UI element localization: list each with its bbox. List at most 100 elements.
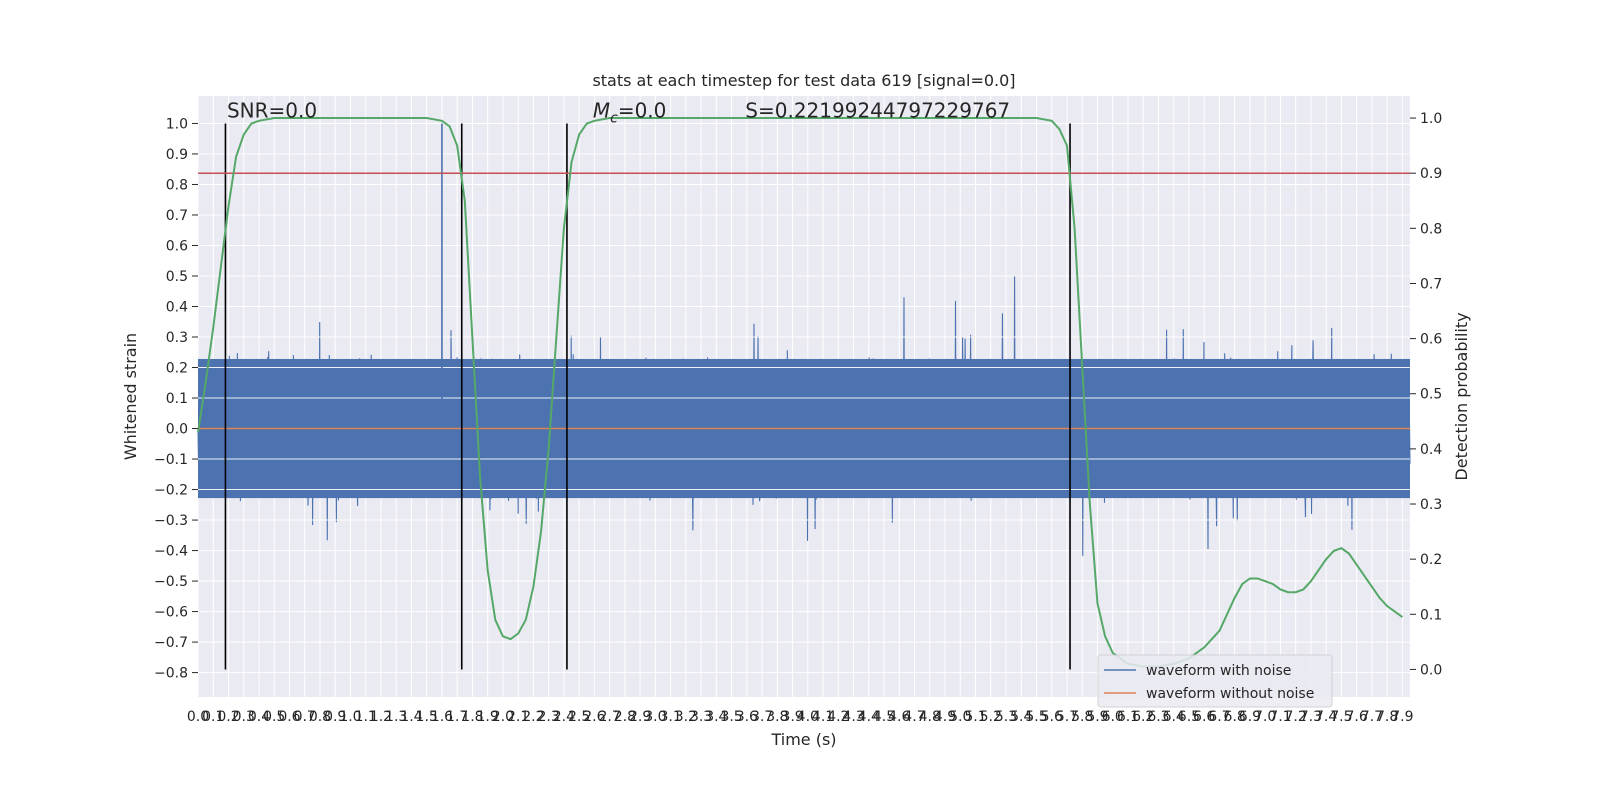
- y2-tick-label: 0.4: [1420, 442, 1442, 458]
- x-tick-label: 7.3: [1300, 709, 1322, 725]
- y-tick-label: 0.1: [166, 391, 188, 407]
- x-tick-label: 2.9: [629, 709, 651, 725]
- x-tick-label: 4.9: [934, 709, 956, 725]
- x-tick-label: 0.5: [263, 709, 285, 725]
- x-tick-label: 5.1: [964, 709, 986, 725]
- x-tick-label: 4.1: [812, 709, 834, 725]
- x-tick-label: 1.6: [431, 709, 453, 725]
- x-tick-label: 1.9: [477, 709, 499, 725]
- y2-ticks: 0.0 0.1 0.2 0.3 0.4 0.5 0.6 0.7 0.8 0.9 1.0: [1410, 111, 1442, 678]
- x-tick-label: 6.9: [1239, 709, 1261, 725]
- x-tick-label: 6.7: [1208, 709, 1230, 725]
- y-tick-label: 0.0: [166, 422, 188, 438]
- y-tick-label: 0.3: [166, 330, 188, 346]
- x-tick-label: 2.6: [583, 709, 605, 725]
- x-tick-label: 5.3: [995, 709, 1017, 725]
- x-tick-label: 1.0: [339, 709, 361, 725]
- x-tick-label: 3.9: [781, 709, 803, 725]
- x-tick-label: 1.7: [446, 709, 468, 725]
- x-tick-label: 1.8: [461, 709, 483, 725]
- x-tick-label: 4.4: [858, 709, 880, 725]
- x-tick-label: 0.2: [217, 709, 239, 725]
- chart-title: stats at each timestep for test data 619…: [592, 71, 1015, 90]
- x-tick-label: 3.4: [705, 709, 727, 725]
- x-tick-label: 0.3: [233, 709, 255, 725]
- x-tick-label: 0.9: [324, 709, 346, 725]
- y2-tick-label: 0.1: [1420, 607, 1442, 623]
- x-tick-label: 3.7: [751, 709, 773, 725]
- x-tick-label: 3.5: [720, 709, 742, 725]
- x-tick-label: 0.6: [278, 709, 300, 725]
- x-tick-label: 3.0: [644, 709, 666, 725]
- x-tick-label: 6.1: [1117, 709, 1139, 725]
- y-tick-label: −0.8: [154, 666, 188, 682]
- x-tick-label: 5.2: [980, 709, 1002, 725]
- overlay-lines: [198, 123, 1410, 670]
- x-tick-label: 1.1: [355, 709, 377, 725]
- y2-tick-label: 0.3: [1420, 497, 1442, 513]
- x-tick-label: 3.3: [690, 709, 712, 725]
- annotation: SNR=0.0: [227, 98, 317, 122]
- y2-tick-label: 1.0: [1420, 111, 1442, 127]
- x-tick-label: 7.5: [1330, 709, 1352, 725]
- x-tick-label: 4.8: [919, 709, 941, 725]
- y-tick-label: 0.4: [166, 300, 188, 316]
- x-tick-label: 0.4: [248, 709, 270, 725]
- y2-tick-label: 0.6: [1420, 332, 1442, 348]
- x-tick-label: 7.6: [1346, 709, 1368, 725]
- legend-box: [1097, 654, 1333, 708]
- x-tick-label: 7.2: [1285, 709, 1307, 725]
- x-tick-label: 7.9: [1391, 709, 1413, 725]
- x-tick-label: 6.0: [1102, 709, 1124, 725]
- x-tick-label: 7.0: [1254, 709, 1276, 725]
- x-axis-label: Time (s): [770, 730, 836, 749]
- x-tick-label: 2.4: [553, 709, 575, 725]
- y2-tick-label: 0.5: [1420, 387, 1442, 403]
- x-tick-label: 5.6: [1041, 709, 1063, 725]
- x-tick-label: 2.1: [507, 709, 529, 725]
- x-tick-label: 2.8: [614, 709, 636, 725]
- y-ticks: −0.8 −0.7 −0.6 −0.5 −0.4 −0.3 −0.2 −0.1 0.0 0.1 0.…: [154, 116, 198, 682]
- y-tick-label: 0.9: [166, 147, 188, 163]
- y-tick-label: −0.6: [154, 605, 188, 621]
- x-tick-label: 3.8: [766, 709, 788, 725]
- x-tick-label: 6.6: [1193, 709, 1215, 725]
- y-tick-label: −0.4: [154, 544, 188, 560]
- x-tick-label: 2.2: [522, 709, 544, 725]
- x-tick-label: 6.5: [1178, 709, 1200, 725]
- x-tick-label: 5.0: [949, 709, 971, 725]
- x-tick-label: 0.7: [294, 709, 316, 725]
- x-tick-label: 3.2: [675, 709, 697, 725]
- x-tick-label: 2.7: [598, 709, 620, 725]
- x-tick-label: 5.8: [1071, 709, 1093, 725]
- x-tick-label: 0.1: [202, 709, 224, 725]
- x-tick-label: 5.5: [1025, 709, 1047, 725]
- y-axis-label: Whitened strain: [121, 333, 140, 460]
- x-tick-label: 4.2: [827, 709, 849, 725]
- x-tick-label: 4.6: [888, 709, 910, 725]
- x-tick-label: 6.4: [1163, 709, 1185, 725]
- x-tick-label: 6.3: [1147, 709, 1169, 725]
- y-tick-label: −0.3: [154, 513, 188, 529]
- x-tick-label: 5.7: [1056, 709, 1078, 725]
- x-tick-label: 1.4: [400, 709, 422, 725]
- annotation: Mc=0.0: [593, 98, 667, 126]
- y2-tick-label: 0.7: [1420, 276, 1442, 292]
- x-tick-label: 6.2: [1132, 709, 1154, 725]
- legend-label: waveform without noise: [1146, 686, 1314, 702]
- y-tick-label: 0.8: [166, 177, 188, 193]
- y-tick-label: 0.2: [166, 361, 188, 377]
- y2-tick-label: 0.2: [1420, 552, 1442, 568]
- legend: waveform with noise waveform without nois…: [1097, 654, 1333, 708]
- x-tick-label: 6.8: [1224, 709, 1246, 725]
- y2-tick-label: 0.8: [1420, 221, 1442, 237]
- y2-tick-label: 0.0: [1420, 662, 1442, 678]
- x-tick-label: 5.9: [1086, 709, 1108, 725]
- legend-label: waveform with noise: [1146, 663, 1291, 679]
- x-tick-label: 1.3: [385, 709, 407, 725]
- x-tick-label: 3.6: [736, 709, 758, 725]
- x-tick-label: 0.0: [187, 709, 209, 725]
- x-tick-label: 2.3: [538, 709, 560, 725]
- y-tick-label: 1.0: [166, 116, 188, 132]
